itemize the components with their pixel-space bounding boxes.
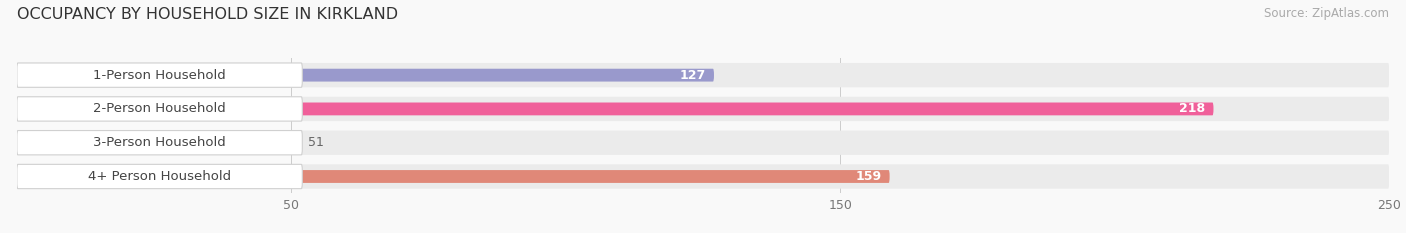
Text: 127: 127 — [679, 69, 706, 82]
FancyBboxPatch shape — [17, 63, 1389, 87]
Text: 4+ Person Household: 4+ Person Household — [89, 170, 231, 183]
FancyBboxPatch shape — [17, 164, 1389, 189]
FancyBboxPatch shape — [17, 103, 1213, 115]
Text: Source: ZipAtlas.com: Source: ZipAtlas.com — [1264, 7, 1389, 20]
Text: 51: 51 — [308, 136, 323, 149]
FancyBboxPatch shape — [17, 97, 1389, 121]
FancyBboxPatch shape — [17, 130, 302, 155]
FancyBboxPatch shape — [17, 97, 302, 121]
FancyBboxPatch shape — [17, 69, 714, 82]
FancyBboxPatch shape — [17, 130, 1389, 155]
Text: 3-Person Household: 3-Person Household — [93, 136, 226, 149]
Text: 218: 218 — [1180, 103, 1205, 115]
Text: OCCUPANCY BY HOUSEHOLD SIZE IN KIRKLAND: OCCUPANCY BY HOUSEHOLD SIZE IN KIRKLAND — [17, 7, 398, 22]
FancyBboxPatch shape — [17, 136, 297, 149]
FancyBboxPatch shape — [17, 63, 302, 87]
Text: 159: 159 — [855, 170, 882, 183]
Text: 2-Person Household: 2-Person Household — [93, 103, 226, 115]
FancyBboxPatch shape — [17, 170, 890, 183]
FancyBboxPatch shape — [17, 164, 302, 189]
Text: 1-Person Household: 1-Person Household — [93, 69, 226, 82]
